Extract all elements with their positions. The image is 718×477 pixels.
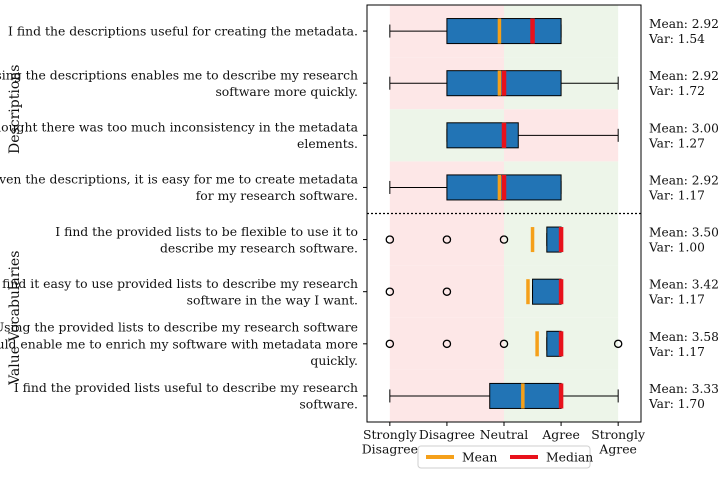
- item-label-line: Using the descriptions enables me to des…: [0, 67, 358, 82]
- outlier-point: [385, 287, 395, 296]
- x-tick-label: Agree: [598, 442, 636, 457]
- outlier-point: [499, 235, 509, 244]
- group-label: Descriptions: [7, 65, 23, 154]
- band-disagree-side: [389, 317, 504, 370]
- item-stat-line: Mean: 3.00: [649, 121, 718, 135]
- legend-label: Mean: [462, 450, 497, 465]
- item-stat-line: Var: 1.54: [648, 32, 705, 46]
- item-label-line: software more quickly.: [215, 84, 358, 99]
- band-disagree-side: [389, 265, 504, 318]
- item-labels: I find the descriptions useful for creat…: [0, 24, 359, 412]
- item-label-line: I find the descriptions useful for creat…: [8, 24, 358, 39]
- group-label: Value Vocabularies: [7, 251, 23, 386]
- legend: Mean Median: [417, 445, 593, 469]
- item-stat-line: Mean: 2.92: [649, 69, 718, 83]
- x-tick-label: Disagree: [362, 442, 418, 457]
- iqr-box: [446, 122, 519, 149]
- item-stat-line: Mean: 3.50: [649, 226, 718, 240]
- outlier-point: [385, 339, 395, 349]
- box-item: [363, 70, 619, 97]
- item-stat-line: Mean: 2.92: [649, 17, 718, 31]
- box-item: [363, 122, 619, 149]
- item-label-line: Given the descriptions, it is easy for m…: [0, 172, 359, 187]
- iqr-box: [489, 382, 562, 409]
- item-stat-line: Var: 1.17: [648, 188, 705, 202]
- box-item: [363, 330, 623, 357]
- outlier-point: [442, 287, 452, 296]
- item-stat-line: Mean: 3.33: [649, 382, 718, 396]
- x-tick-label: Strongly: [591, 427, 645, 442]
- x-tick-label: Neutral: [480, 427, 528, 442]
- legend-label: Median: [546, 450, 593, 465]
- item-label-line: elements.: [297, 136, 358, 151]
- item-stat-line: Var: 1.27: [648, 136, 705, 150]
- item-label-line: describe my research software.: [160, 240, 358, 255]
- item-label-line: for my research software.: [196, 188, 358, 203]
- plot-area: [363, 18, 623, 409]
- x-tick-label: Disagree: [419, 427, 475, 442]
- iqr-box: [446, 18, 562, 45]
- item-stat-line: Mean: 2.92: [649, 173, 718, 187]
- legend-box: [417, 445, 591, 469]
- item-label-line: would enable me to enrich my software wi…: [0, 336, 358, 351]
- item-label-line: I find the provided lists to be flexible…: [55, 224, 358, 239]
- iqr-box: [532, 278, 562, 305]
- box-item: [363, 382, 619, 409]
- item-label-line: I find the provided lists useful to desc…: [14, 380, 358, 395]
- box-item: [363, 18, 562, 45]
- outlier-point: [442, 235, 452, 244]
- item-label-line: I find it easy to use provided lists to …: [0, 276, 358, 291]
- item-stat-line: Var: 1.17: [648, 345, 705, 359]
- x-tick-label: Strongly: [363, 427, 417, 442]
- box-item: [363, 226, 564, 253]
- item-stat-line: Var: 1.00: [648, 241, 705, 255]
- item-stat-line: Var: 1.17: [648, 293, 705, 307]
- item-label-line: quickly.: [310, 353, 358, 368]
- band-disagree-side: [389, 213, 504, 266]
- item-stat-line: Var: 1.70: [648, 397, 705, 411]
- item-label-line: I thought there was too much inconsisten…: [0, 120, 359, 135]
- outlier-point: [385, 235, 395, 244]
- outlier-point: [442, 339, 452, 349]
- outlier-point: [613, 339, 623, 349]
- item-stat-line: Mean: 3.42: [649, 278, 718, 292]
- group-labels: Descriptions Value Vocabularies: [7, 65, 23, 386]
- outlier-point: [499, 339, 509, 349]
- box-item: [363, 174, 562, 201]
- item-label-line: software.: [299, 397, 358, 412]
- box-item: [363, 278, 564, 305]
- item-stat-line: Var: 1.72: [648, 84, 705, 98]
- x-tick-label: Agree: [541, 427, 579, 442]
- item-stat-line: Mean: 3.58: [649, 330, 718, 344]
- item-label-line: software in the way I want.: [187, 292, 358, 307]
- item-label-line: Using the provided lists to describe my …: [0, 320, 358, 335]
